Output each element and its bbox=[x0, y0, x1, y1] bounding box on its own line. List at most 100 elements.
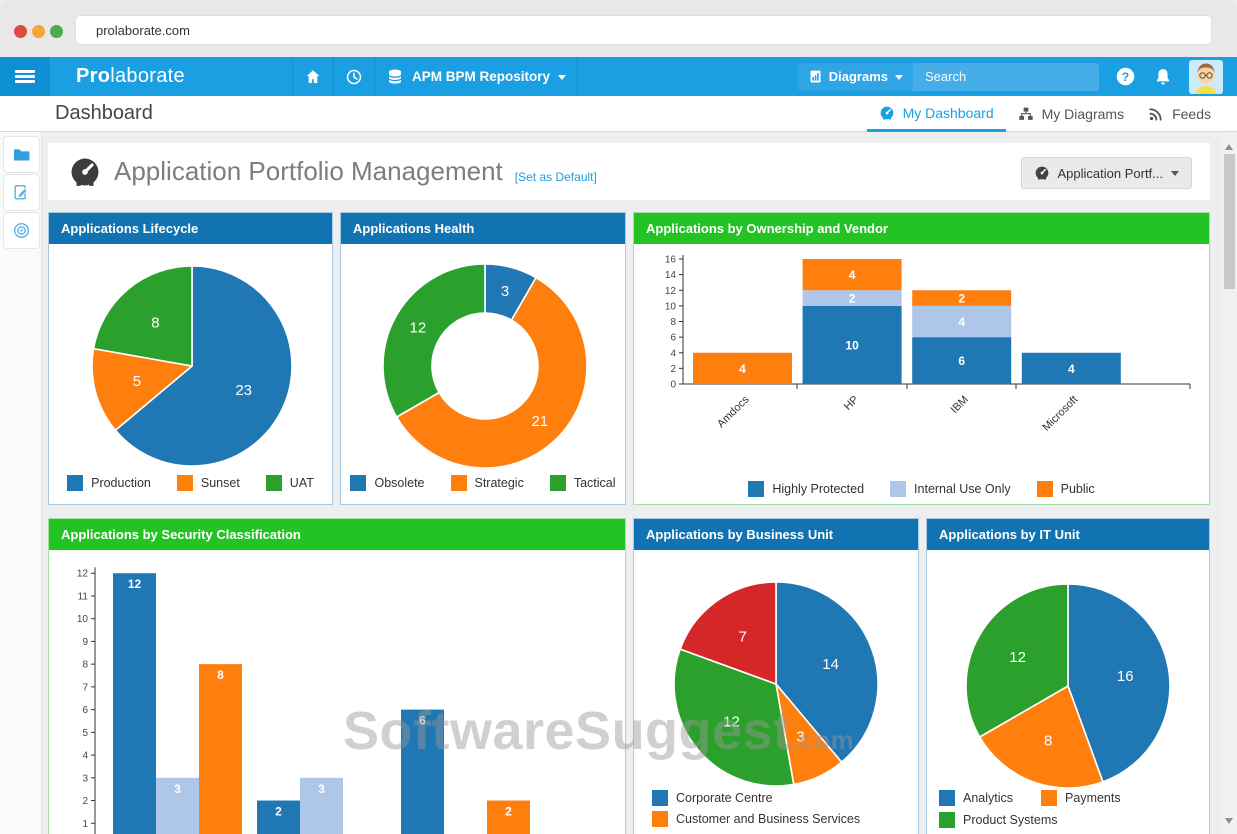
bar-segment[interactable] bbox=[1021, 352, 1121, 384]
vertical-scrollbar[interactable] bbox=[1222, 132, 1237, 834]
bar[interactable] bbox=[156, 777, 199, 834]
tab-my-dashboard[interactable]: My Dashboard bbox=[866, 96, 1006, 132]
bar-value-label: 4 bbox=[739, 362, 746, 376]
chart-legend: Corporate Centre Customer and Business Se… bbox=[652, 790, 860, 827]
bar[interactable] bbox=[487, 800, 530, 834]
bar-segment[interactable] bbox=[802, 305, 902, 384]
bar[interactable] bbox=[113, 573, 156, 834]
sidebar-item-folders[interactable] bbox=[3, 136, 40, 173]
bar-segment[interactable] bbox=[693, 352, 792, 384]
bar-segment[interactable] bbox=[912, 290, 1012, 306]
card-title: Applications by Ownership and Vendor bbox=[634, 213, 1209, 244]
recent-button[interactable] bbox=[333, 57, 374, 96]
legend-label: Highly Protected bbox=[772, 482, 865, 496]
hamburger-menu-button[interactable] bbox=[0, 57, 50, 96]
search-input[interactable] bbox=[923, 68, 1099, 85]
repository-label: APM BPM Repository bbox=[412, 69, 551, 84]
search-scope-dropdown[interactable]: Diagrams bbox=[797, 62, 913, 91]
axis-tick-label: 16 bbox=[665, 255, 677, 266]
home-button[interactable] bbox=[292, 57, 333, 96]
axis-tick-label: 8 bbox=[670, 317, 676, 328]
sidebar-item-reviews[interactable] bbox=[3, 174, 40, 211]
chevron-down-icon bbox=[895, 74, 903, 84]
pie-slice[interactable] bbox=[775, 581, 879, 763]
card-title: Applications by Security Classification bbox=[49, 519, 625, 550]
scrollbar-thumb[interactable] bbox=[1224, 154, 1235, 289]
pie-slice[interactable] bbox=[382, 263, 486, 418]
legend-swatch bbox=[652, 790, 668, 806]
legend-label: Public bbox=[1060, 482, 1095, 496]
bar-value-label: 4 bbox=[958, 315, 965, 329]
bar-value-label: 6 bbox=[419, 714, 426, 728]
pie-chart: 16 8 12 Analytics Payments Product Systems bbox=[927, 550, 1209, 834]
tab-feeds[interactable]: Feeds bbox=[1136, 96, 1223, 132]
home-icon bbox=[304, 68, 322, 86]
axis-tick-label: 11 bbox=[78, 591, 89, 602]
bar[interactable] bbox=[401, 709, 444, 834]
bar-segment[interactable] bbox=[802, 290, 902, 306]
slice-value-label: 12 bbox=[410, 319, 427, 336]
pie-slice[interactable] bbox=[114, 265, 293, 467]
sidebar-item-target[interactable] bbox=[3, 212, 40, 249]
dashboard-selector[interactable]: Application Portf... bbox=[1020, 157, 1192, 189]
bar[interactable] bbox=[300, 777, 343, 834]
bar-value-label: 6 bbox=[958, 354, 965, 368]
pie-slice[interactable] bbox=[92, 265, 193, 367]
tab-my-diagrams[interactable]: My Diagrams bbox=[1006, 96, 1136, 132]
gauge-icon bbox=[879, 105, 895, 121]
notifications-button[interactable] bbox=[1151, 65, 1175, 89]
chevron-down-icon bbox=[558, 74, 567, 84]
set-as-default-link[interactable]: [Set as Default] bbox=[514, 169, 597, 184]
bar[interactable] bbox=[199, 664, 242, 834]
pie-slice[interactable] bbox=[1067, 583, 1171, 783]
repository-dropdown[interactable]: APM BPM Repository bbox=[374, 57, 579, 96]
pie-slice[interactable] bbox=[395, 276, 588, 469]
legend-item: Obsolete bbox=[350, 475, 425, 491]
axis-tick-label: 6 bbox=[82, 705, 88, 716]
legend-label: Internal Use Only bbox=[914, 482, 1011, 496]
bar-value-label: 2 bbox=[958, 292, 965, 306]
chart-legend: Obsolete Strategic Tactical bbox=[341, 475, 625, 491]
axis-tick-label: 3 bbox=[82, 773, 88, 784]
scroll-up-arrow[interactable] bbox=[1225, 140, 1233, 150]
bar-value-label: 2 bbox=[505, 805, 512, 819]
rss-icon bbox=[1148, 106, 1164, 122]
bar-segment[interactable] bbox=[802, 259, 902, 291]
slice-value-label: 14 bbox=[822, 656, 839, 673]
legend-label: Product Systems bbox=[963, 813, 1058, 827]
legend-item: Public bbox=[1036, 481, 1095, 497]
x-axis-category-label: Microsoft bbox=[1040, 394, 1080, 434]
bar[interactable] bbox=[257, 800, 300, 834]
pie-slice[interactable] bbox=[673, 648, 795, 787]
pie-slice[interactable] bbox=[679, 581, 777, 685]
chart-legend: Production Sunset UAT bbox=[49, 475, 332, 491]
page-title: Dashboard bbox=[55, 102, 153, 124]
address-bar[interactable]: prolaborate.com bbox=[75, 15, 1212, 45]
legend-item: Internal Use Only bbox=[890, 481, 1011, 497]
prolaborate-logo[interactable]: Prolaborate bbox=[76, 65, 185, 87]
user-avatar[interactable] bbox=[1189, 59, 1223, 94]
pie-slice[interactable] bbox=[965, 583, 1069, 738]
bar-segment[interactable] bbox=[912, 305, 1012, 338]
window-minimize-button[interactable] bbox=[32, 25, 45, 38]
bar-segment[interactable] bbox=[912, 337, 1012, 384]
bar-value-label: 8 bbox=[217, 668, 224, 682]
bar-value-label: 3 bbox=[318, 782, 325, 796]
pie-slice[interactable] bbox=[978, 685, 1104, 789]
legend-item: Payments bbox=[1041, 790, 1121, 806]
folder-icon bbox=[12, 145, 31, 164]
bar-value-label: 4 bbox=[1068, 362, 1075, 376]
card-security-classification: Applications by Security Classification … bbox=[48, 518, 626, 834]
left-sidebar bbox=[0, 132, 42, 834]
help-button[interactable] bbox=[1113, 65, 1137, 89]
pie-slice[interactable] bbox=[91, 347, 193, 432]
scroll-down-arrow[interactable] bbox=[1225, 818, 1233, 828]
document-pencil-icon bbox=[12, 183, 31, 202]
chart-legend: Highly Protected Internal Use Only Public bbox=[634, 481, 1209, 497]
legend-swatch bbox=[1036, 481, 1053, 497]
legend-swatch bbox=[350, 475, 367, 491]
legend-swatch bbox=[176, 475, 193, 491]
window-maximize-button[interactable] bbox=[50, 25, 63, 38]
pie-chart: 14 3 12 7 Corporate Centre Customer and Busi… bbox=[634, 550, 918, 834]
window-close-button[interactable] bbox=[14, 25, 27, 38]
